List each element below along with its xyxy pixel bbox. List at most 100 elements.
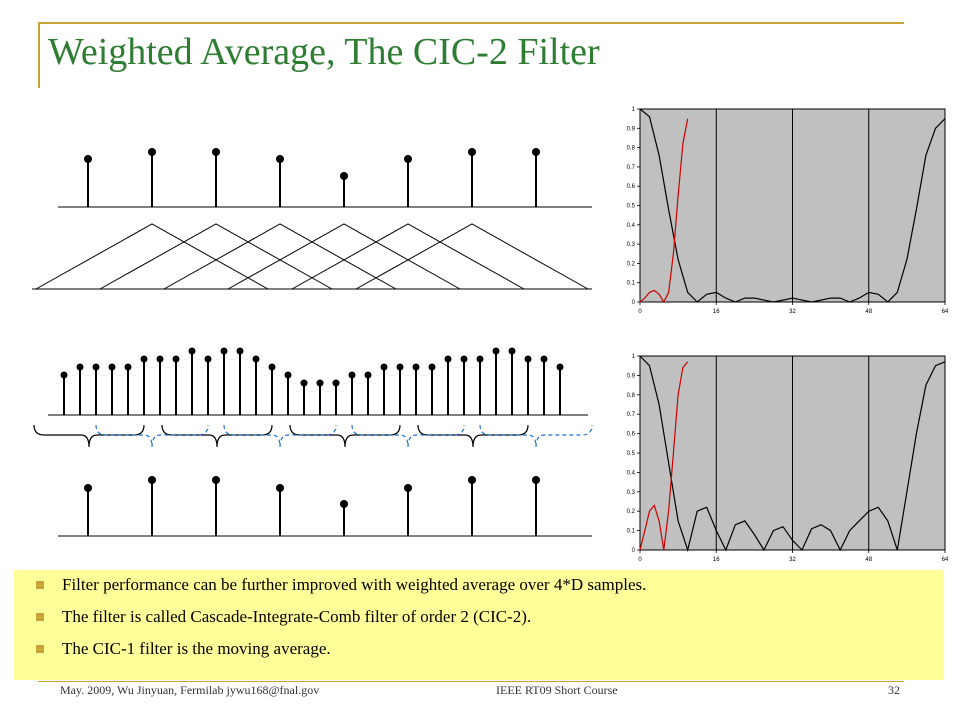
y-tick-label: 0.7 bbox=[627, 165, 636, 171]
response-curve-black bbox=[639, 108, 946, 303]
sample-dot bbox=[468, 148, 476, 156]
x-tick-label: 0 bbox=[638, 309, 642, 315]
sample-dot bbox=[492, 347, 500, 355]
sample-dot bbox=[532, 476, 540, 484]
sample-dot bbox=[252, 355, 260, 363]
dense-samples-stems bbox=[48, 347, 588, 416]
sample-dot bbox=[212, 148, 220, 156]
footer-course: IEEE RT09 Short Course bbox=[496, 683, 618, 697]
sample-dot bbox=[412, 363, 420, 371]
response-curve-red bbox=[639, 361, 689, 551]
y-tick-label: 0.2 bbox=[627, 261, 636, 267]
y-tick-label: 0.4 bbox=[627, 470, 636, 476]
bullet-box: Filter performance can be further improv… bbox=[14, 570, 944, 680]
solid-brace bbox=[161, 424, 273, 448]
frequency-response-plot-1: 0 0.1 0.2 0.3 0.4 0.5 0.6 0.7 0.8 0.9 1 0 16 32 48 64 bbox=[627, 107, 949, 315]
sample-dot bbox=[468, 476, 476, 484]
y-tick-label: 0 bbox=[632, 548, 636, 554]
sample-dot bbox=[460, 355, 468, 363]
sample-dot bbox=[404, 484, 412, 492]
triangular-weight-windows bbox=[32, 223, 592, 290]
y-tick-label: 0.4 bbox=[627, 223, 636, 229]
bullet-square-icon bbox=[36, 645, 44, 653]
response-curve-black bbox=[639, 355, 946, 553]
sample-dot bbox=[556, 363, 564, 371]
triangle-window bbox=[99, 223, 333, 290]
bullet-square-icon bbox=[36, 613, 44, 621]
sample-dot bbox=[316, 379, 324, 387]
y-tick-label: 0.9 bbox=[627, 126, 636, 132]
sample-dot bbox=[84, 155, 92, 163]
sample-dot bbox=[148, 148, 156, 156]
y-tick-label: 0.1 bbox=[627, 281, 636, 287]
footer-author: May. 2009, Wu Jinyuan, Fermilab jywu168@… bbox=[60, 683, 320, 697]
triangle-window bbox=[35, 223, 269, 290]
y-tick-label: 1 bbox=[632, 354, 636, 360]
x-tick-label: 16 bbox=[713, 309, 720, 315]
dashed-brace bbox=[479, 424, 593, 448]
sample-dot bbox=[60, 371, 68, 379]
sample-dot bbox=[340, 500, 348, 508]
sample-dot bbox=[156, 355, 164, 363]
sample-dot bbox=[212, 476, 220, 484]
sample-dot bbox=[476, 355, 484, 363]
x-tick-label: 48 bbox=[865, 557, 872, 563]
slide-title: Weighted Average, The CIC-2 Filter bbox=[48, 31, 600, 73]
input-samples-stems bbox=[58, 148, 592, 208]
dashed-brace bbox=[95, 424, 209, 448]
x-tick-label: 48 bbox=[865, 309, 872, 315]
triangle-window bbox=[227, 223, 461, 290]
sample-dot bbox=[236, 347, 244, 355]
solid-brace bbox=[417, 424, 529, 448]
sample-dot bbox=[332, 379, 340, 387]
dashed-brace bbox=[351, 424, 465, 448]
y-tick-label: 0 bbox=[632, 300, 636, 306]
sample-dot bbox=[268, 363, 276, 371]
triangle-window bbox=[355, 223, 589, 290]
bullet-text: The CIC-1 filter is the moving average. bbox=[62, 639, 331, 658]
y-tick-label: 0.9 bbox=[627, 373, 636, 379]
sample-dot bbox=[524, 355, 532, 363]
solid-brace bbox=[289, 424, 401, 448]
sample-dot bbox=[396, 363, 404, 371]
x-tick-label: 32 bbox=[789, 309, 796, 315]
sample-dot bbox=[220, 347, 228, 355]
bullet-item: The filter is called Cascade-Integrate-C… bbox=[14, 607, 944, 627]
x-tick-label: 32 bbox=[789, 557, 796, 563]
y-tick-label: 0.8 bbox=[627, 393, 636, 399]
sample-dot bbox=[364, 371, 372, 379]
y-tick-label: 0.6 bbox=[627, 184, 636, 190]
bullet-text: The filter is called Cascade-Integrate-C… bbox=[62, 607, 532, 626]
bullet-text: Filter performance can be further improv… bbox=[62, 575, 647, 594]
sample-dot bbox=[204, 355, 212, 363]
frequency-response-plot-2: 0 0.1 0.2 0.3 0.4 0.5 0.6 0.7 0.8 0.9 1 0 16 32 48 64 bbox=[627, 354, 949, 563]
y-tick-label: 0.5 bbox=[627, 451, 636, 457]
bullet-square-icon bbox=[36, 581, 44, 589]
triangle-window bbox=[291, 223, 525, 290]
sample-dot bbox=[508, 347, 516, 355]
triangle-window bbox=[163, 223, 397, 290]
sample-dot bbox=[148, 476, 156, 484]
grouping-braces bbox=[33, 424, 593, 448]
sample-dot bbox=[444, 355, 452, 363]
sample-dot bbox=[284, 371, 292, 379]
x-tick-label: 64 bbox=[942, 309, 949, 315]
sample-dot bbox=[140, 355, 148, 363]
x-tick-label: 64 bbox=[942, 557, 949, 563]
sample-dot bbox=[76, 363, 84, 371]
bullet-item: The CIC-1 filter is the moving average. bbox=[14, 639, 944, 659]
x-tick-label: 16 bbox=[713, 557, 720, 563]
title-rule-left bbox=[38, 22, 40, 88]
sample-dot bbox=[92, 363, 100, 371]
y-tick-label: 0.1 bbox=[627, 529, 636, 535]
y-tick-label: 0.5 bbox=[627, 204, 636, 210]
y-tick-label: 0.8 bbox=[627, 146, 636, 152]
solid-brace bbox=[33, 424, 145, 448]
page-number: 32 bbox=[888, 683, 900, 697]
sample-dot bbox=[172, 355, 180, 363]
sample-dot bbox=[108, 363, 116, 371]
sample-dot bbox=[428, 363, 436, 371]
x-tick-label: 0 bbox=[638, 557, 642, 563]
bullet-item: Filter performance can be further improv… bbox=[14, 575, 944, 595]
